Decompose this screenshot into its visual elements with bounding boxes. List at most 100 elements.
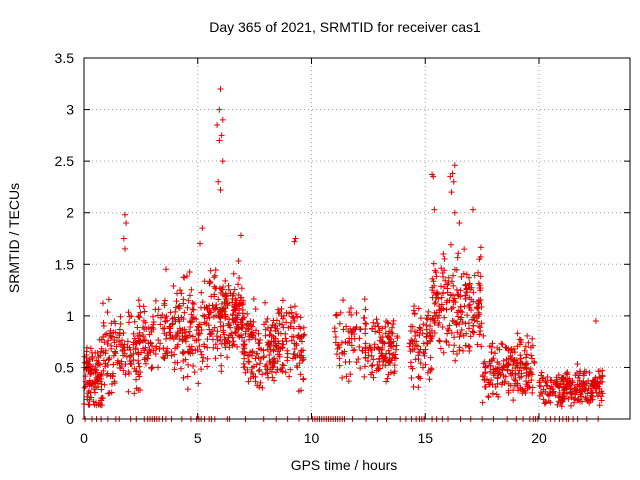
data-point — [543, 379, 550, 386]
data-point — [210, 305, 217, 312]
data-point — [460, 332, 467, 339]
data-point — [102, 347, 109, 354]
data-point — [370, 319, 377, 326]
data-point — [206, 278, 213, 285]
data-point — [429, 275, 436, 282]
data-point — [429, 284, 436, 291]
data-point — [586, 369, 593, 376]
data-point — [298, 338, 305, 345]
data-point — [572, 395, 579, 402]
data-point — [235, 332, 242, 339]
data-point — [407, 328, 414, 335]
data-point — [458, 326, 465, 333]
data-point — [127, 346, 134, 353]
data-point — [198, 351, 205, 358]
data-point — [267, 348, 274, 355]
data-point — [379, 325, 386, 332]
data-point — [447, 173, 454, 180]
data-point — [508, 346, 515, 353]
data-point — [488, 377, 495, 384]
data-point — [296, 360, 303, 367]
data-point — [422, 361, 429, 368]
data-point — [540, 396, 547, 403]
data-point — [420, 349, 427, 356]
data-point — [149, 324, 156, 331]
data-point — [390, 370, 397, 377]
data-point — [137, 387, 144, 394]
data-point — [259, 384, 266, 391]
data-point — [298, 333, 305, 340]
data-point — [157, 321, 164, 328]
data-point — [90, 369, 97, 376]
data-point — [582, 386, 589, 393]
data-point — [459, 309, 466, 316]
data-point — [163, 266, 170, 273]
data-point — [462, 295, 469, 302]
data-point — [297, 371, 304, 378]
data-point — [104, 341, 111, 347]
data-point — [204, 344, 211, 351]
data-point — [556, 394, 563, 401]
data-point — [462, 342, 469, 349]
data-point — [236, 274, 243, 281]
data-point — [540, 386, 547, 393]
data-point — [179, 350, 186, 357]
data-point — [239, 306, 246, 313]
data-point — [189, 306, 196, 313]
data-point — [515, 387, 522, 394]
data-point — [361, 373, 368, 380]
data-point — [184, 386, 191, 393]
data-point — [218, 362, 225, 369]
data-point — [104, 309, 111, 316]
data-point — [571, 385, 578, 392]
data-point — [438, 283, 445, 290]
data-point — [289, 355, 296, 362]
data-point — [125, 319, 132, 326]
data-point — [361, 296, 368, 303]
data-point — [458, 273, 465, 280]
data-point — [190, 363, 197, 370]
data-point — [368, 362, 375, 369]
data-point — [200, 312, 207, 319]
data-point — [420, 321, 427, 328]
data-point — [159, 325, 166, 332]
data-point — [360, 315, 367, 322]
data-point — [217, 312, 224, 319]
data-point — [558, 376, 565, 383]
data-point — [256, 384, 263, 391]
data-point — [262, 332, 269, 339]
data-point — [489, 340, 496, 347]
data-point — [215, 178, 222, 185]
data-point — [136, 329, 143, 336]
data-point — [295, 332, 302, 339]
data-point — [414, 329, 421, 336]
data-point — [416, 324, 423, 331]
data-point — [184, 334, 191, 341]
data-point — [138, 349, 145, 356]
data-point — [393, 346, 400, 353]
data-point — [284, 357, 291, 364]
data-point — [481, 384, 488, 391]
data-point — [109, 372, 116, 379]
data-point — [137, 369, 144, 376]
data-point — [569, 388, 576, 395]
data-point — [470, 322, 477, 329]
data-point — [204, 363, 211, 370]
data-point — [112, 329, 119, 336]
data-point — [511, 382, 518, 389]
data-point — [113, 343, 120, 350]
data-point — [231, 286, 238, 293]
data-point — [385, 358, 392, 365]
data-point — [287, 323, 294, 330]
data-point — [286, 373, 293, 380]
data-point — [167, 332, 174, 339]
data-point — [411, 310, 418, 317]
data-point — [432, 313, 439, 320]
data-point — [355, 356, 362, 363]
data-point — [235, 310, 242, 317]
data-point — [140, 332, 147, 339]
data-point — [181, 335, 188, 342]
data-point — [520, 365, 527, 372]
data-point — [180, 296, 187, 303]
data-point — [448, 278, 455, 285]
